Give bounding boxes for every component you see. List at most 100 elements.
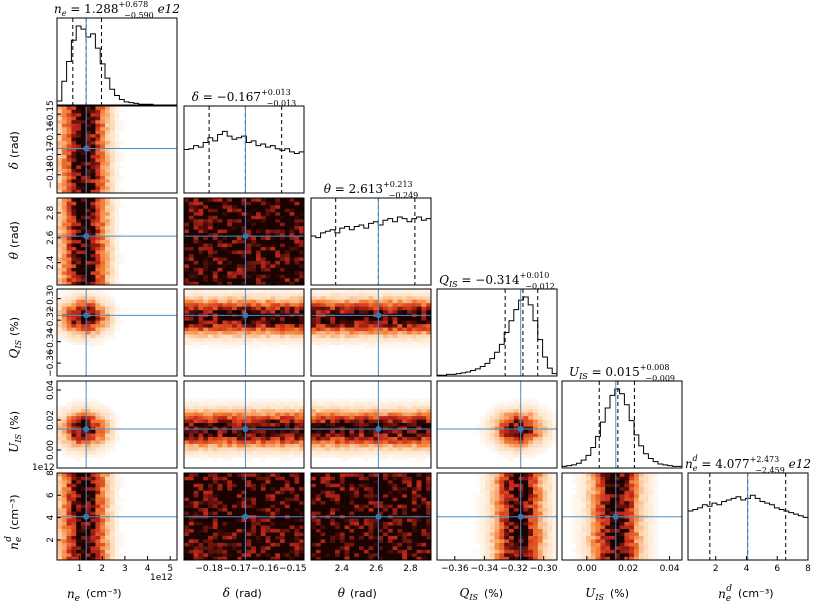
heat-cell — [157, 426, 163, 431]
heat-cell — [143, 179, 149, 183]
heat-cell — [260, 348, 266, 352]
heat-cell — [71, 109, 77, 114]
heat-cell — [330, 309, 336, 314]
heat-cell — [76, 419, 82, 424]
heat-cell — [232, 436, 238, 441]
heat-cell — [119, 236, 125, 241]
heat-cell — [129, 278, 135, 282]
heat-cell — [138, 443, 144, 448]
heat-cell — [143, 295, 149, 300]
heat-cell — [251, 436, 257, 441]
heat-cell — [61, 415, 67, 420]
heat-cell — [129, 208, 135, 213]
heat-cell — [129, 330, 135, 335]
heat-cell — [241, 381, 247, 385]
heat-cell — [236, 398, 242, 403]
heat-cell — [426, 309, 432, 314]
heat-cell — [90, 172, 96, 176]
heat-cell — [172, 443, 178, 448]
heat-cell — [260, 327, 266, 332]
heat-cell — [256, 415, 262, 420]
heat-cell — [392, 309, 398, 314]
heat-cell — [172, 358, 178, 363]
heat-cell — [227, 334, 233, 339]
heat-cell — [81, 208, 87, 213]
heat-cell — [167, 422, 173, 427]
heat-cell — [172, 271, 178, 275]
heat-cell — [270, 348, 276, 352]
heat-cell — [66, 299, 72, 304]
truth-marker — [83, 233, 90, 240]
heat-cell — [212, 215, 218, 220]
heat-cell — [280, 271, 286, 275]
heat-cell — [256, 426, 262, 431]
heat-cell — [241, 225, 247, 230]
heat-cell — [241, 208, 247, 213]
heat-cell — [284, 278, 290, 282]
heat-cell — [143, 454, 149, 458]
heat-cell — [76, 278, 82, 282]
heat-cell — [119, 316, 125, 321]
heat-cell — [109, 394, 115, 399]
heat-cell — [227, 320, 233, 325]
heat-cell — [124, 147, 130, 152]
heat-cell — [294, 369, 300, 373]
heat-cell — [284, 415, 290, 420]
heat-cell — [138, 204, 144, 209]
heat-cell — [129, 274, 135, 279]
heat-cell — [344, 330, 350, 335]
heat-cell — [232, 415, 238, 420]
heat-cell — [363, 316, 369, 321]
heat-cell — [184, 309, 190, 314]
heat-cell — [320, 292, 326, 297]
heat-cell — [114, 302, 120, 307]
heat-cell — [330, 369, 336, 373]
heat-cell — [188, 405, 194, 410]
heat-cell — [76, 126, 82, 131]
heat-cell — [246, 464, 252, 469]
heat-cell — [76, 372, 82, 377]
heat-cell — [85, 243, 91, 248]
heat-cell — [148, 215, 154, 220]
heat-cell — [81, 351, 87, 356]
heat-cell — [212, 222, 218, 227]
heat-cell — [85, 201, 91, 206]
heat-cell — [241, 278, 247, 282]
heat-cell — [284, 440, 290, 444]
heat-cell — [256, 316, 262, 321]
heat-cell — [157, 422, 163, 427]
heat-cell — [236, 229, 242, 234]
heat-cell — [421, 302, 427, 307]
heat-cell — [105, 422, 111, 427]
heat-cell — [57, 250, 63, 254]
heat-cell — [143, 398, 149, 403]
heat-cell — [284, 341, 290, 345]
heat-cell — [133, 250, 139, 254]
heat-cell — [167, 348, 173, 352]
heat-cell — [270, 384, 276, 389]
heat-cell — [246, 225, 252, 230]
heat-cell — [184, 260, 190, 265]
heat-cell — [236, 253, 242, 258]
heat-cell — [335, 299, 341, 304]
heat-cell — [265, 201, 271, 206]
heat-cell — [260, 381, 266, 385]
heat-cell — [208, 436, 214, 441]
heat-cell — [167, 320, 173, 325]
heat-cell — [157, 320, 163, 325]
heat-cell — [184, 419, 190, 424]
heat-cell — [232, 253, 238, 258]
heat-cell — [265, 243, 271, 248]
heat-cell — [256, 447, 262, 451]
heat-cell — [270, 323, 276, 328]
heat-cell — [212, 422, 218, 427]
heat-cell — [153, 316, 159, 321]
heat-cell — [100, 133, 106, 138]
heat-cell — [57, 140, 63, 145]
heat-cell — [119, 281, 125, 286]
heat-cell — [339, 334, 345, 339]
heat-cell — [280, 218, 286, 223]
heat-cell — [289, 243, 295, 248]
heat-cell — [265, 302, 271, 307]
heat-cell — [193, 401, 199, 406]
